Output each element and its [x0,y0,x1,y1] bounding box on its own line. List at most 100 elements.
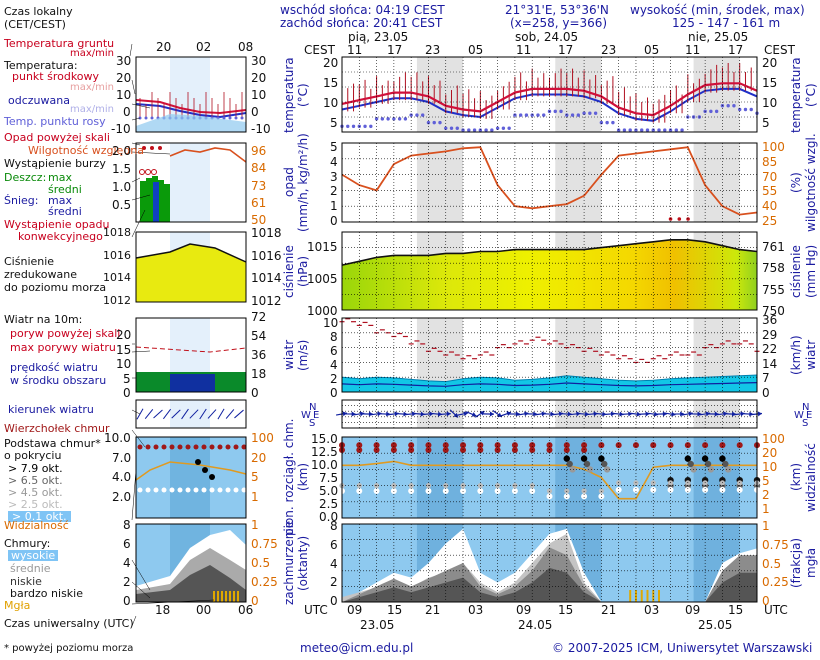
press-label-3: do poziomu morza [4,281,107,294]
panel-frame [341,142,758,223]
legend-connector [131,581,151,599]
legend-dew [234,116,238,120]
legend-cbase [161,487,167,493]
storm-label: Wystąpienie burzy [4,157,106,170]
press-axis-unit-right: ciśnienie [789,244,803,298]
dew-point [426,120,431,125]
hour-top: 17 [558,43,574,57]
wind-arrow [344,411,356,417]
night-band [555,437,602,518]
legend-arrow-shaft [217,408,225,420]
email-link[interactable]: meteo@icm.edu.pl [300,641,414,655]
compass-icon: NW ES [794,402,812,429]
press-axis-label-right: (mm Hg) [804,244,818,298]
dew-point [657,128,661,132]
legend-arrow-shaft [144,409,154,419]
legend-soil-area [136,114,246,132]
legend-pressure-line [135,243,247,263]
humidity-axis-label: wilgotność wzgl. [804,132,818,232]
arrow-head [697,411,702,417]
leg-press-tick-r: 1016 [251,248,282,263]
dew-point [461,128,465,132]
rain-axis-label: opad [282,167,296,197]
legend-cbase [225,487,231,493]
dew-point [518,113,523,117]
press-tick-right: 758 [762,261,785,276]
dew-point [726,104,730,108]
temp-tick-right: 15 [762,76,778,90]
humidity-tick-right: 85 [762,154,778,169]
temp-tick-right: 20 [762,56,778,70]
dew-point [478,128,483,132]
leg-temp-tick-r: 20 [251,71,267,85]
cloud-top-dot [632,442,639,449]
humidity-tick-right: 40 [762,199,778,214]
hour-top: 05 [468,43,484,57]
wind-arrow [655,411,667,417]
visibility-label: Widzialność [4,519,69,532]
fog-tick-right: 0 [762,594,770,608]
legend-connector [131,429,146,448]
temp-axis-unit-right: (°C) [804,83,818,107]
dew-point [738,107,742,112]
compass-letter: N [802,402,809,413]
legend-frame [135,523,247,603]
cloud-base-dot [707,466,715,473]
leg-vis-tick-r: 5 [251,470,259,485]
temp-tick-right: 10 [762,96,778,110]
cloud-top-dot [529,442,536,449]
leg-temp-tick-l: 0 [123,105,131,119]
leg-fog-tick-r: 0.75 [251,537,278,551]
legend-conv [139,169,145,175]
dew-point [507,126,511,130]
leg-wind-tick-r: 54 [251,329,267,343]
hour-top: 23 [601,43,617,57]
dew-point [674,128,679,132]
leg-cov-tick-l: 8 [123,518,131,532]
rain-over-label: Opad powyżej skali [4,131,110,144]
temp-label: Temperatura: [4,59,78,72]
press-axis-unit: (hPa) [296,255,310,287]
panel-frame [341,231,758,311]
dew-point [392,117,396,121]
dew-point [611,120,615,125]
dew-point [599,120,604,125]
cloud-tick-left: 12.5 [311,445,338,459]
legend-pressure-area [136,244,246,302]
legend-hour-bottom: 00 [196,603,212,617]
night-band [416,143,464,222]
wind-tick-right: 36 [762,313,778,327]
rain-tick-left: 4 [330,154,338,169]
vis-tick-right: 2 [762,488,770,502]
dew-point [415,113,419,117]
humidity-tick-right: 25 [762,214,778,228]
cloud-base-dot [581,493,588,500]
leg-wind-tick-l: 10 [116,357,132,371]
cloud-tick-left: 7.5 [319,471,339,485]
dew-point [593,111,598,115]
leg-press-tick-r: 1012 [251,294,282,308]
fog-tick-right: 0.25 [762,575,789,590]
hour-bottom: 09 [516,603,532,617]
wind-tick-right: 29 [762,327,778,342]
cloud-top-label: Wierzchołek chmur [4,422,110,435]
dew-point [403,117,408,121]
leg-fog-tick-r: 1 [251,518,259,532]
legend-storm [158,146,162,150]
legend-arrow [181,408,189,420]
legend-dew [228,116,232,120]
vis-axis-unit: (km) [789,462,803,491]
fog-axis-unit: (frakcja) [789,537,803,588]
legend-cbase [241,487,247,493]
wind-axis-label: wiatr [282,339,296,370]
legend-arrow [234,409,244,419]
cloud-base-dot [722,460,729,468]
wind-arrow [526,411,538,417]
dew-point [386,117,390,121]
cloud-top-dot [719,442,726,449]
cloud-axis-label: pion. rozciągł. chm. [282,418,296,537]
vis-tick-right: 1 [762,502,770,516]
leg-cloud-tick-l: 2.0 [112,490,132,504]
temp-tick-left: 10 [323,96,339,110]
dew-point [530,113,534,117]
